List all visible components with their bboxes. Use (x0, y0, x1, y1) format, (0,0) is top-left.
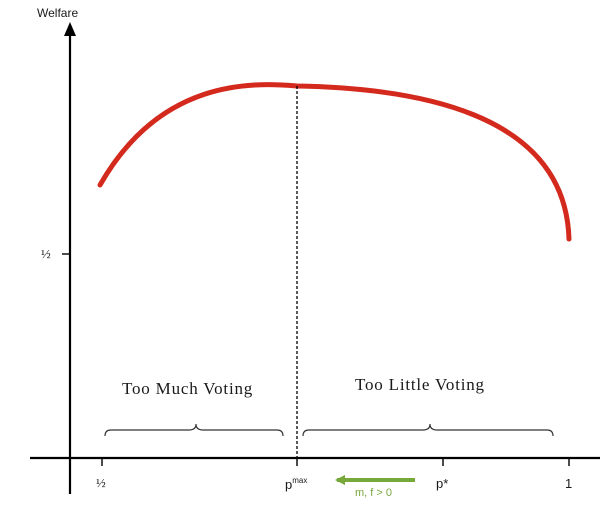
region-label-too-little: Too Little Voting (355, 375, 485, 394)
welfare-curve (97, 82, 572, 242)
shift-arrow-label: m, f > 0 (355, 487, 392, 499)
right-brace (302, 423, 554, 437)
pmax-superscript: max (292, 476, 308, 485)
region-label-too-much: Too Much Voting (122, 379, 254, 398)
y-axis-arrowhead (64, 22, 76, 36)
y-axis-label: Welfare (37, 6, 79, 20)
pmax-base: p (285, 477, 293, 492)
left-brace (104, 423, 284, 437)
x-tick-label-pmax: pmax (285, 476, 308, 492)
y-tick-label-half: ½ (41, 246, 51, 261)
x-tick-label-pstar: p* (436, 476, 449, 491)
x-tick-label-half: ½ (96, 475, 106, 490)
x-tick-label-one: 1 (565, 476, 573, 491)
